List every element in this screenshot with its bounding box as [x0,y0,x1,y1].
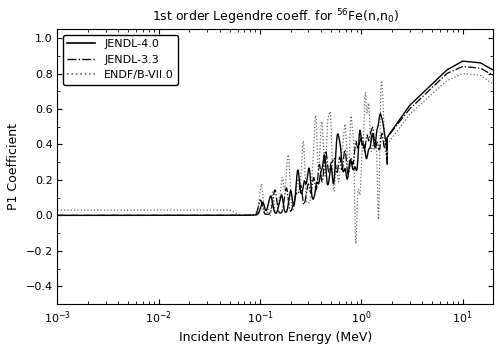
JENDL-3.3 [154,213,160,218]
JENDL-4.0 [268,194,274,199]
JENDL-4.0 [460,59,466,63]
Title: 1st order Legendre coeff. for $^{56}$Fe(n,n$_0$): 1st order Legendre coeff. for $^{56}$Fe(… [152,7,398,27]
ENDF/B-VII.0 [490,82,496,86]
ENDF/B-VII.0 [460,71,466,75]
JENDL-3.3 [292,195,298,199]
Line: JENDL-3.3: JENDL-3.3 [58,66,493,216]
ENDF/B-VII.0 [331,188,337,192]
JENDL-4.0 [54,213,60,218]
JENDL-3.3 [460,64,466,68]
JENDL-4.0 [490,68,496,72]
ENDF/B-VII.0 [481,76,487,80]
ENDF/B-VII.0 [54,208,60,212]
ENDF/B-VII.0 [367,127,373,131]
Legend: JENDL-4.0, JENDL-3.3, ENDF/B-VII.0: JENDL-4.0, JENDL-3.3, ENDF/B-VII.0 [63,35,178,85]
JENDL-3.3 [268,208,274,212]
ENDF/B-VII.0 [353,242,359,246]
X-axis label: Incident Neutron Energy (MeV): Incident Neutron Energy (MeV) [178,331,372,344]
JENDL-3.3 [344,170,350,174]
Line: ENDF/B-VII.0: ENDF/B-VII.0 [58,73,493,244]
JENDL-3.3 [54,213,60,218]
JENDL-3.3 [490,73,496,77]
Y-axis label: P1 Coefficient: P1 Coefficient [7,123,20,210]
JENDL-4.0 [154,213,160,218]
Line: JENDL-4.0: JENDL-4.0 [58,61,493,216]
ENDF/B-VII.0 [306,201,312,205]
JENDL-4.0 [378,112,384,116]
JENDL-4.0 [292,194,298,199]
JENDL-4.0 [326,181,332,185]
JENDL-4.0 [344,177,350,181]
ENDF/B-VII.0 [293,190,299,194]
ENDF/B-VII.0 [361,118,367,122]
JENDL-3.3 [326,169,332,173]
JENDL-3.3 [378,141,384,146]
